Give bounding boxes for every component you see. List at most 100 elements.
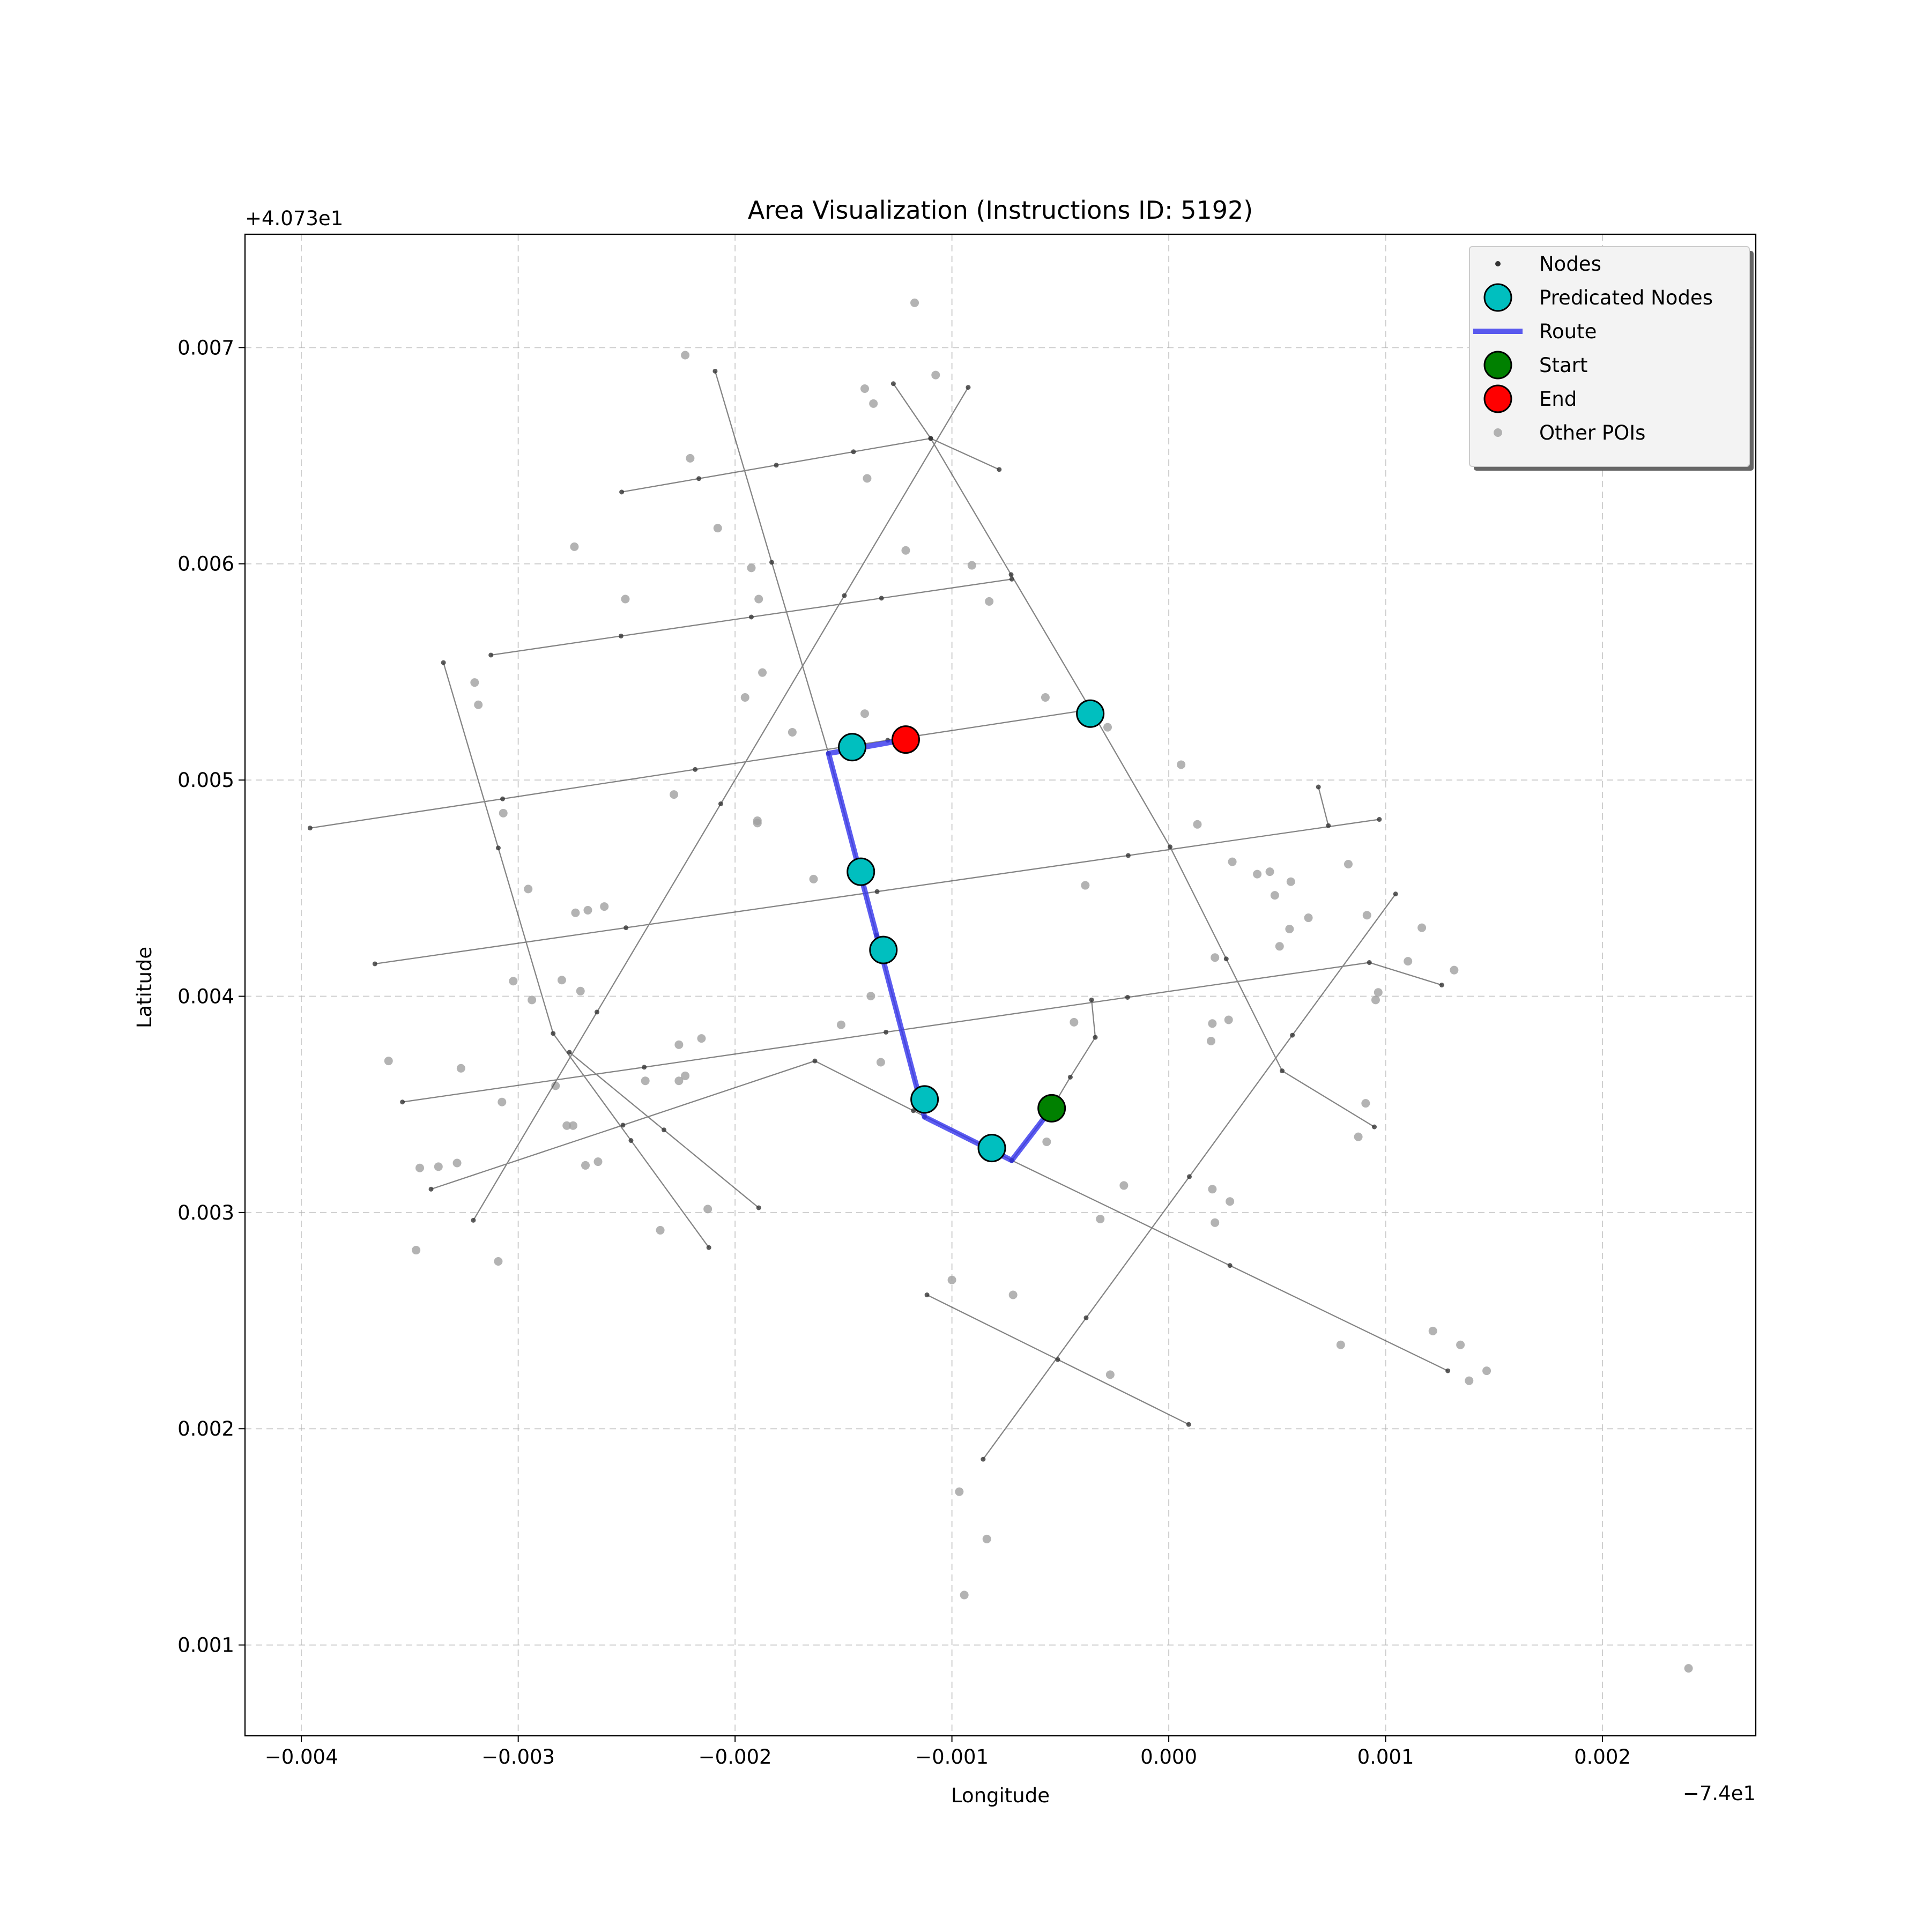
marker xyxy=(977,1134,1006,1163)
poi xyxy=(681,1071,690,1080)
node xyxy=(1316,784,1321,790)
poi xyxy=(1336,1340,1345,1349)
poi xyxy=(434,1162,443,1171)
poi xyxy=(866,992,875,1001)
node xyxy=(594,1009,599,1015)
poi xyxy=(570,542,579,551)
poi xyxy=(1265,867,1274,876)
node xyxy=(1372,1124,1377,1130)
node xyxy=(1009,576,1014,582)
x-tick-label: −0.002 xyxy=(699,1745,772,1768)
node xyxy=(495,845,501,851)
plot-frame xyxy=(244,233,1757,1737)
poi xyxy=(1208,1019,1217,1028)
legend-marker xyxy=(1483,384,1512,413)
node xyxy=(981,1457,986,1462)
node xyxy=(842,593,847,598)
node xyxy=(774,463,779,468)
poi xyxy=(1208,1185,1217,1194)
poi xyxy=(528,995,537,1005)
poi xyxy=(1211,953,1220,962)
poi xyxy=(576,986,585,995)
poi xyxy=(754,595,763,604)
y-tick-label: 0.003 xyxy=(177,1201,234,1224)
poi xyxy=(1206,1036,1215,1045)
poi xyxy=(1428,1326,1437,1335)
poi xyxy=(860,709,869,718)
y-offset-label: +4.073e1 xyxy=(245,207,343,230)
y-tick-label: 0.007 xyxy=(177,336,234,359)
poi xyxy=(753,819,762,828)
poi xyxy=(960,1591,969,1600)
node xyxy=(928,436,933,441)
poi xyxy=(860,384,869,393)
marker xyxy=(891,725,920,754)
node xyxy=(911,1108,916,1113)
node xyxy=(1290,1032,1295,1038)
node xyxy=(1367,960,1372,965)
marker xyxy=(838,733,867,762)
poi xyxy=(1008,1290,1018,1299)
node xyxy=(441,660,446,665)
node xyxy=(1445,1368,1451,1373)
node xyxy=(1280,1068,1285,1074)
poi xyxy=(686,454,695,463)
poi xyxy=(1041,693,1050,702)
poi xyxy=(788,727,797,737)
legend-label: Route xyxy=(1539,320,1597,343)
node xyxy=(488,652,494,658)
poi xyxy=(947,1275,956,1284)
node xyxy=(372,961,377,967)
poi xyxy=(1354,1132,1363,1141)
poi xyxy=(967,561,976,570)
poi xyxy=(1450,965,1459,975)
poi xyxy=(1684,1664,1693,1673)
poi xyxy=(1362,911,1371,920)
poi xyxy=(1304,913,1313,923)
node xyxy=(696,476,702,481)
poi xyxy=(1270,891,1279,900)
poi xyxy=(670,790,679,799)
poi xyxy=(1465,1376,1474,1385)
node xyxy=(884,1029,889,1035)
node xyxy=(628,1138,634,1143)
poi xyxy=(681,351,690,360)
node xyxy=(1125,994,1130,1000)
x-tick-label: 0.002 xyxy=(1574,1745,1631,1768)
poi xyxy=(1371,995,1380,1005)
poi xyxy=(713,524,722,533)
poi xyxy=(524,885,533,894)
poi xyxy=(1343,860,1353,869)
y-tick-label: 0.001 xyxy=(177,1634,234,1657)
poi xyxy=(656,1225,665,1235)
node xyxy=(1439,983,1444,987)
poi xyxy=(1211,1218,1220,1227)
node xyxy=(620,1123,626,1128)
poi xyxy=(869,399,878,408)
poi xyxy=(621,595,630,604)
node xyxy=(890,381,896,387)
x-offset-label: −7.4e1 xyxy=(1683,1782,1756,1805)
poi xyxy=(583,905,592,915)
legend-label: Other POIs xyxy=(1539,421,1645,444)
poi xyxy=(674,1076,684,1086)
node xyxy=(879,596,884,601)
marker xyxy=(910,1085,939,1114)
poi xyxy=(1224,1015,1233,1024)
node xyxy=(1223,956,1229,962)
node xyxy=(924,1292,930,1298)
node xyxy=(567,1050,572,1055)
poi xyxy=(581,1161,590,1170)
poi xyxy=(836,1020,845,1029)
y-axis-label: Latitude xyxy=(133,947,156,1028)
poi xyxy=(1361,1099,1370,1108)
poi xyxy=(985,597,994,606)
y-tick-label: 0.005 xyxy=(177,769,234,792)
poi xyxy=(1226,1197,1235,1206)
chart-title: Area Visualization (Instructions ID: 519… xyxy=(748,196,1253,225)
node xyxy=(1186,1422,1191,1427)
poi xyxy=(412,1246,421,1255)
node xyxy=(618,633,623,638)
marker xyxy=(1037,1094,1066,1123)
